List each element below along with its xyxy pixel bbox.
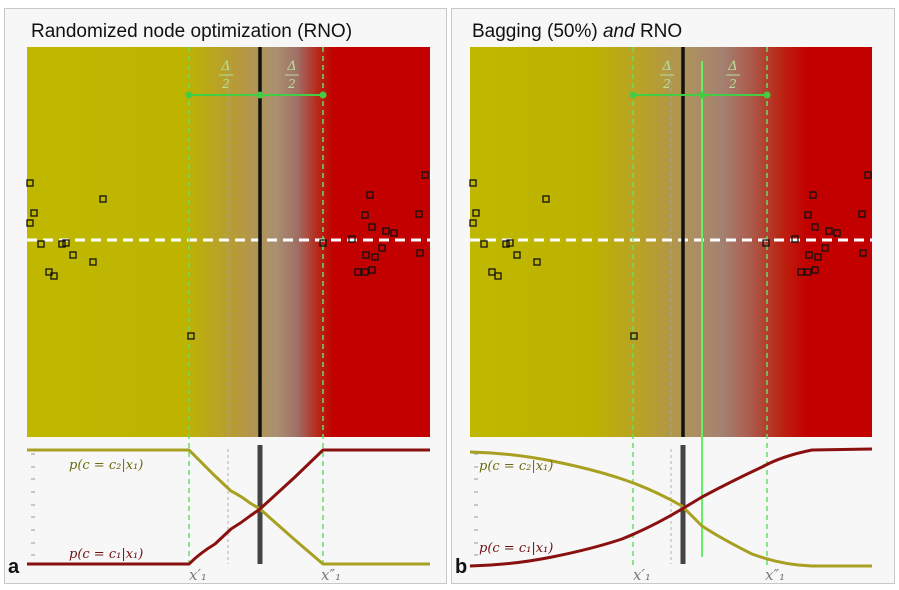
x-left-label: x′₁ <box>189 566 207 584</box>
data-points <box>469 171 872 340</box>
panel-a-title: Randomized node optimization (RNO) <box>31 21 353 42</box>
panel-a-figure: p(c = c₂|x₁) p(c = c₁|x₁) x′₁ x″₁ Δ 2 Δ … <box>26 47 430 584</box>
axis-ticks <box>474 453 478 556</box>
delta-point-right <box>319 91 327 99</box>
x-right-label: x″₁ <box>765 566 785 584</box>
delta-den-left: 2 <box>662 77 671 91</box>
data-points <box>26 171 429 340</box>
delta-den-right: 2 <box>287 77 296 91</box>
label-c2: p(c = c₂|x₁) <box>69 458 143 473</box>
label-c1: p(c = c₁|x₁) <box>69 547 143 562</box>
panel-a-letter: a <box>8 556 20 578</box>
panel-a: p(c = c₂|x₁) p(c = c₁|x₁) x′₁ x″₁ Δ 2 Δ … <box>4 8 447 584</box>
delta-point-right <box>763 91 771 99</box>
panel-b: p(c = c₂|x₁) p(c = c₁|x₁) x′₁ x″₁ Δ 2 Δ … <box>451 8 895 584</box>
x-left-label: x′₁ <box>633 566 651 584</box>
delta-point-left <box>629 91 637 99</box>
curve-c2 <box>27 448 430 566</box>
curve-c2 <box>469 450 872 568</box>
delta-point-center <box>256 91 264 99</box>
delta-num-left: Δ <box>220 59 230 74</box>
delta-point-center <box>698 91 706 99</box>
title-part-1: Bagging (50%) <box>472 21 603 42</box>
delta-point-left <box>185 91 193 99</box>
delta-num-left: Δ <box>661 59 671 74</box>
title-part-3: RNO <box>634 21 683 42</box>
panel-b-figure: p(c = c₂|x₁) p(c = c₁|x₁) x′₁ x″₁ Δ 2 Δ … <box>469 47 873 584</box>
delta-num-right: Δ <box>286 59 296 74</box>
curve-c1 <box>469 447 873 568</box>
axis-ticks <box>31 453 35 556</box>
delta-den-right: 2 <box>728 77 737 91</box>
panel-b-title: Bagging (50%) and RNO <box>472 21 682 43</box>
title-part-2: and <box>602 21 635 42</box>
label-c2: p(c = c₂|x₁) <box>479 459 553 474</box>
x-right-label: x″₁ <box>321 566 341 584</box>
curve-c1 <box>27 448 430 566</box>
label-c1: p(c = c₁|x₁) <box>479 541 553 556</box>
delta-num-right: Δ <box>727 59 737 74</box>
delta-den-left: 2 <box>221 77 230 91</box>
panel-b-letter: b <box>455 556 468 578</box>
